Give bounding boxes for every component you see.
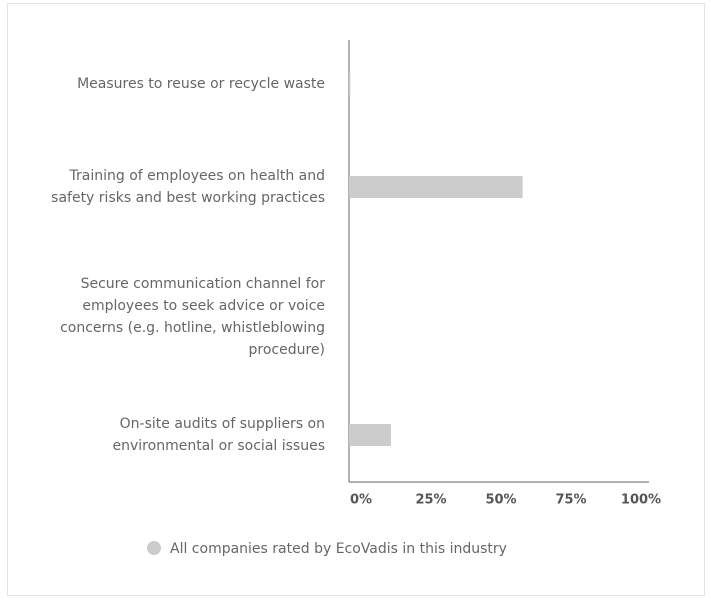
category-label: Measures to reuse or recycle waste [77, 76, 325, 92]
legend-marker [147, 541, 161, 555]
bar [349, 176, 523, 198]
x-tick-label: 75% [555, 493, 586, 508]
category-label: On-site audits of suppliers on environme… [112, 416, 325, 454]
bar [349, 73, 351, 95]
category-label: Secure communication channel for employe… [60, 276, 325, 358]
bar [349, 424, 391, 446]
x-tick-label: 0% [350, 493, 372, 508]
x-tick-label: 25% [415, 493, 446, 508]
x-tick-label: 50% [485, 493, 516, 508]
legend-label: All companies rated by EcoVadis in this … [170, 541, 507, 557]
chart-frame [7, 3, 705, 596]
x-tick-label: 100% [621, 493, 661, 508]
category-label: Training of employees on health and safe… [51, 168, 325, 206]
